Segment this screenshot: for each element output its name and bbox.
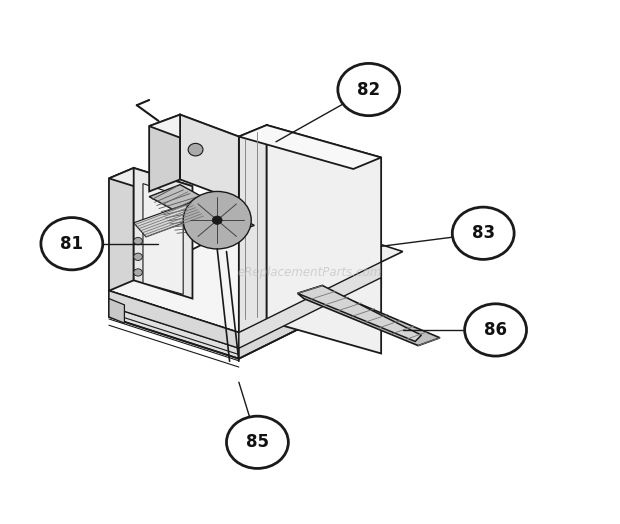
Circle shape	[134, 269, 143, 276]
Circle shape	[134, 237, 143, 245]
Polygon shape	[109, 220, 381, 333]
Polygon shape	[298, 286, 422, 342]
Text: 81: 81	[60, 235, 83, 253]
Polygon shape	[109, 291, 239, 348]
Circle shape	[134, 253, 143, 260]
Text: 83: 83	[472, 224, 495, 242]
Text: 85: 85	[246, 433, 269, 451]
Polygon shape	[149, 115, 239, 148]
Polygon shape	[239, 125, 267, 333]
Polygon shape	[134, 202, 205, 237]
Polygon shape	[239, 262, 381, 348]
Polygon shape	[109, 299, 125, 323]
Polygon shape	[267, 125, 381, 354]
Polygon shape	[149, 115, 180, 191]
Circle shape	[464, 304, 526, 356]
Polygon shape	[298, 286, 440, 346]
Text: eReplacementParts.com: eReplacementParts.com	[238, 266, 382, 279]
Polygon shape	[180, 115, 239, 201]
Circle shape	[338, 63, 400, 116]
Circle shape	[226, 416, 288, 468]
Polygon shape	[239, 262, 381, 359]
Polygon shape	[109, 168, 134, 291]
Polygon shape	[251, 210, 403, 262]
Circle shape	[183, 191, 251, 249]
Text: 82: 82	[357, 81, 380, 99]
Circle shape	[212, 216, 222, 224]
Polygon shape	[149, 184, 254, 237]
Polygon shape	[109, 168, 192, 196]
Polygon shape	[109, 291, 239, 359]
Polygon shape	[143, 183, 183, 294]
Polygon shape	[239, 125, 381, 169]
Circle shape	[452, 207, 514, 259]
Polygon shape	[134, 168, 192, 299]
Text: 86: 86	[484, 321, 507, 339]
Circle shape	[188, 144, 203, 156]
Circle shape	[41, 217, 103, 270]
